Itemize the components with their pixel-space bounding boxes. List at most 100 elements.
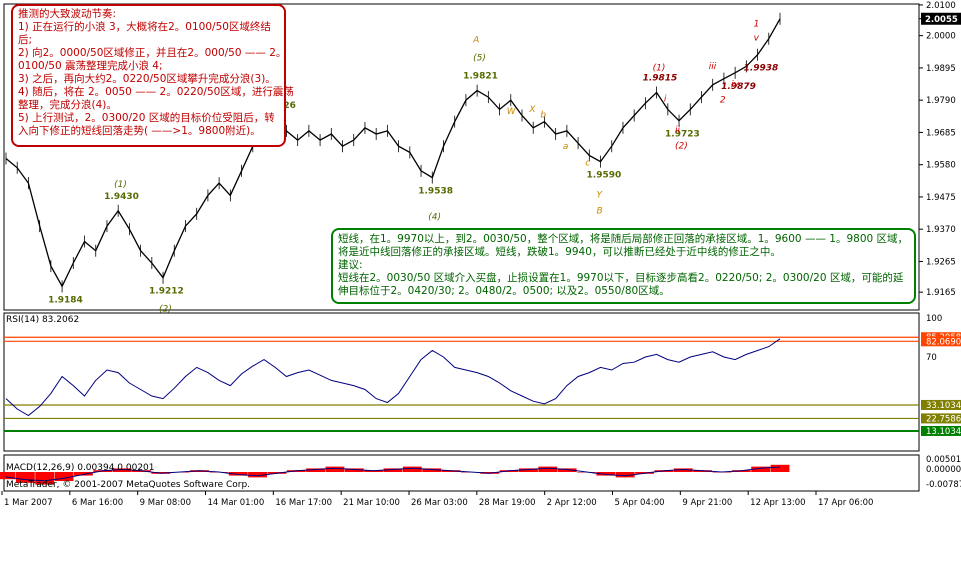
wave-price-label: 1.9821 <box>463 72 498 82</box>
x-tick-label: 1 Mar 2007 <box>4 498 52 508</box>
copyright-text: MetaTrader, © 2001-2007 MetaQuotes Softw… <box>6 480 250 490</box>
x-tick-label: 28 Mar 19:00 <box>479 498 536 508</box>
rsi-level-tag <box>921 425 961 436</box>
macd-signal-line <box>5 466 781 482</box>
price-tick-label: 2.0100 <box>926 1 956 11</box>
price-tick-label: 1.9895 <box>926 64 956 74</box>
panel-frames <box>3 3 920 492</box>
wave-mark: i <box>664 94 667 104</box>
left-line: 3) 之后，再向大约2。0220/50区域攀升完成分浪(3)。 <box>18 73 276 85</box>
macd-bar <box>673 468 693 472</box>
price-tick-label: 1.9165 <box>926 288 956 298</box>
wave-price-label: 1.9538 <box>418 187 453 197</box>
macd-title: MACD(12,26,9) 0.00394 0.00201 <box>6 463 155 473</box>
x-tick-label: 21 Mar 10:00 <box>343 498 400 508</box>
wave-mark: (4) <box>428 213 441 223</box>
left-line: 入向下修正的短线回落走势( ——>1。9800附近)。 <box>18 125 261 137</box>
wave-mark: iv <box>731 80 740 90</box>
wave-mark: 1 <box>754 20 760 30</box>
price-tick-label: 1.9265 <box>926 257 956 267</box>
wave-price-label: 1.9815 <box>643 73 678 83</box>
x-tick-label: 2 Apr 12:00 <box>547 498 597 508</box>
wave-price-label: 1.9212 <box>149 287 184 297</box>
x-tick-label: 17 Apr 06:00 <box>818 498 873 508</box>
rsi-tick-label: 22.7586 <box>926 414 961 424</box>
wave-mark: 2 <box>720 96 726 106</box>
wave-mark: (5) <box>473 54 486 64</box>
wave-forecast-note: 推测的大致波动节奏: 1) 正在运行的小浪 3，大概将在2。0100/50区域终结… <box>11 4 294 147</box>
macd-bar <box>596 472 616 476</box>
rsi-series-line <box>5 338 781 417</box>
price-tick-label: 1.9370 <box>926 225 956 235</box>
rsi-tick-label: 100 <box>926 314 942 324</box>
macd-bar <box>248 472 267 478</box>
wave-mark: (1) <box>114 180 127 190</box>
macd-tick-label: 0.00000 <box>926 465 961 475</box>
wave-mark: Y <box>597 191 604 201</box>
price-tick-label: 1.9475 <box>926 193 956 203</box>
price-tick-label: 2.0000 <box>926 32 956 42</box>
right-line: 短线在2。0030/50 区域介入买盘，止损设置在1。9970以下，目标逐步高看… <box>338 272 904 284</box>
right-line: 将是近中线回落修正的承接区域。短线，跌破1。9940，可以推断已经处于近中线的修… <box>338 246 781 258</box>
wave-mark: X <box>528 105 536 115</box>
left-line: 4) 随后，将在 2。0050 —— 2。0220/50区域，进行震荡 <box>18 86 294 98</box>
macd-layer <box>0 464 790 485</box>
left-line: 推测的大致波动节奏: <box>18 8 117 20</box>
rsi-tick-label: 33.1034 <box>926 401 961 411</box>
trading-suggestion-note: 短线，在1。9970以上，到2。0030/50，整个区域，将是随后局部修正回落的… <box>331 228 916 304</box>
macd-bar <box>538 466 558 472</box>
left-line: 后; <box>18 34 33 46</box>
macd-bar <box>770 464 790 472</box>
price-tick-label: 1.9580 <box>926 161 956 171</box>
price-tick-label: 1.9790 <box>926 96 956 106</box>
macd-tick-label: -0.00787 <box>926 480 961 490</box>
wave-mark: B <box>597 207 603 217</box>
macd-bar <box>344 468 364 472</box>
macd-bar <box>15 472 35 483</box>
wave-mark: ii <box>675 126 681 136</box>
wave-price-label: 1.9938 <box>744 64 779 74</box>
rsi-level-tag <box>921 413 961 424</box>
wave-mark: (2) <box>159 305 172 315</box>
x-tick-label: 9 Apr 21:00 <box>682 498 732 508</box>
wave-mark: (1) <box>653 63 666 73</box>
rsi-layer <box>4 336 919 432</box>
price-series-line <box>5 18 781 288</box>
rsi-tick-label: 70 <box>926 353 937 363</box>
axes-layer: 2.0100 2.0055 2.0000 1.9895 1.9790 1.9685 1.95… <box>1 1 961 508</box>
right-line: 建议: <box>338 259 363 271</box>
x-tick-label: 12 Apr 13:00 <box>750 498 805 508</box>
macd-bar <box>112 468 132 472</box>
macd-bar <box>557 468 577 472</box>
macd-bar <box>0 472 16 480</box>
macd-bar <box>519 468 538 472</box>
x-tick-label: 16 Mar 17:00 <box>275 498 332 508</box>
rsi-title: RSI(14) 83.2062 <box>6 315 79 325</box>
price-tick-label: 1.9685 <box>926 128 956 138</box>
last-price-label: 2.0055 <box>925 15 958 25</box>
rsi-tick-label: 82.0690 <box>926 337 961 347</box>
macd-bar <box>422 468 442 472</box>
rsi-tick-label: 13.1034 <box>926 427 961 437</box>
wave-price-label: 1.9184 <box>48 295 83 305</box>
wave-price-label: 1.9879 <box>721 82 756 92</box>
left-line: 0100/50 震荡整理完成小浪 4; <box>18 60 163 72</box>
left-line: 5) 上行测试，2。0300/20 区域的目标价位受阻后，转 <box>18 112 275 124</box>
macd-bar <box>73 472 93 476</box>
left-line: 整理，完成分浪(4)。 <box>18 99 117 111</box>
macd-bar <box>54 472 74 481</box>
rsi-level-tag <box>921 399 961 410</box>
wave-mark: b <box>540 111 546 121</box>
x-tick-label: 6 Mar 16:00 <box>72 498 123 508</box>
left-line: 2) 向2。0000/50区域修正，并且在2。000/50 —— 2。 <box>18 47 287 59</box>
macd-bar <box>228 472 248 476</box>
wave-mark: c <box>585 158 590 168</box>
wave-mark: A <box>472 36 479 46</box>
macd-bar <box>751 466 771 472</box>
wave-mark: iii <box>709 62 717 72</box>
x-tick-label: 5 Apr 04:00 <box>615 498 665 508</box>
right-line: 短线，在1。9970以上，到2。0030/50，整个区域，将是随后局部修正回落的… <box>338 233 909 245</box>
wave-price-label: 1.9430 <box>104 192 139 202</box>
macd-tick-label: 0.00501 <box>926 455 961 465</box>
